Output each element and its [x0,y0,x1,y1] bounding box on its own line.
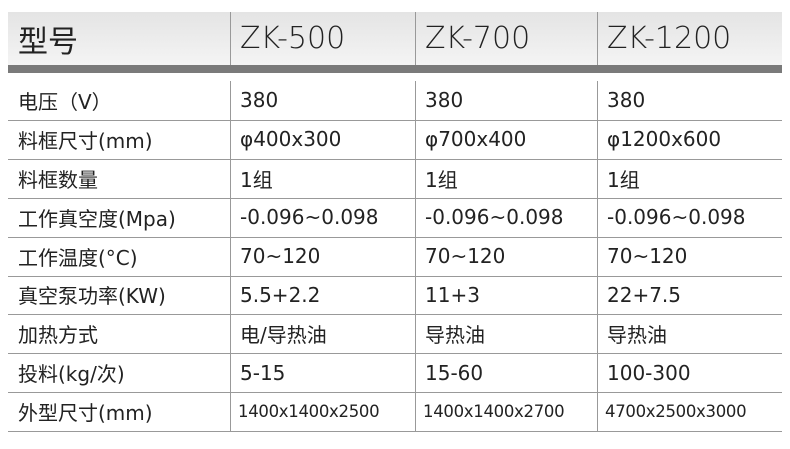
row-value: 70~120 [240,244,321,269]
row-value: 70~120 [425,244,506,269]
row-label: 料框数量 [18,167,98,192]
row-value: 导热油 [607,323,667,348]
row-value: -0.096~0.098 [240,205,379,230]
row-value: 1组 [240,167,273,192]
column-divider [415,81,416,432]
header-cell: ZK-700 [425,21,531,56]
row-label: 投料(kg/次) [18,362,125,387]
row-label: 料框尺寸(mm) [18,128,153,153]
header-divider [415,12,416,65]
header-bar [8,65,782,73]
header-background [8,12,782,65]
row-label: 工作真空度(Mpa) [18,206,176,231]
row-value: -0.096~0.098 [425,205,564,230]
row-value: 70~120 [607,244,688,269]
row-value: 22+7.5 [607,282,682,307]
row-value: 11+3 [425,282,480,307]
row-divider [8,392,782,394]
header-cell: 型号 [18,24,78,60]
row-divider [8,197,782,199]
row-value: 1400x1400x2700 [423,402,565,422]
column-divider [597,81,598,432]
row-label: 真空泵功率(KW) [18,284,166,309]
row-divider [8,236,782,238]
row-divider [8,158,782,160]
row-value: 导热油 [425,323,485,348]
row-label: 加热方式 [18,323,98,348]
row-value: 380 [607,88,646,113]
row-label: 外型尺寸(mm) [18,401,153,426]
row-value: 5.5+2.2 [240,282,321,307]
row-divider [8,119,782,121]
header-cell: ZK-1200 [607,21,732,56]
row-value: φ1200x600 [607,127,722,152]
row-value: 1400x1400x2500 [238,402,380,422]
row-divider [8,275,782,277]
row-value: 电/导热油 [240,323,327,348]
row-label: 电压（V） [18,89,112,114]
column-divider [230,81,231,432]
row-value: 380 [425,88,464,113]
row-value: φ700x400 [425,127,527,152]
header-divider [597,12,598,65]
row-value: 380 [240,88,279,113]
row-value: 100-300 [607,360,691,385]
row-value: 15-60 [425,360,484,385]
header-cell: ZK-500 [240,21,346,56]
row-value: 1组 [607,167,640,192]
row-value: 1组 [425,167,458,192]
row-label: 工作温度(°C) [18,245,138,270]
row-divider [8,314,782,316]
row-value: -0.096~0.098 [607,205,746,230]
header-divider [230,12,231,65]
row-divider [8,431,782,433]
row-value: φ400x300 [240,127,342,152]
row-divider [8,353,782,355]
row-value: 5-15 [240,360,286,385]
row-value: 4700x2500x3000 [605,402,747,422]
